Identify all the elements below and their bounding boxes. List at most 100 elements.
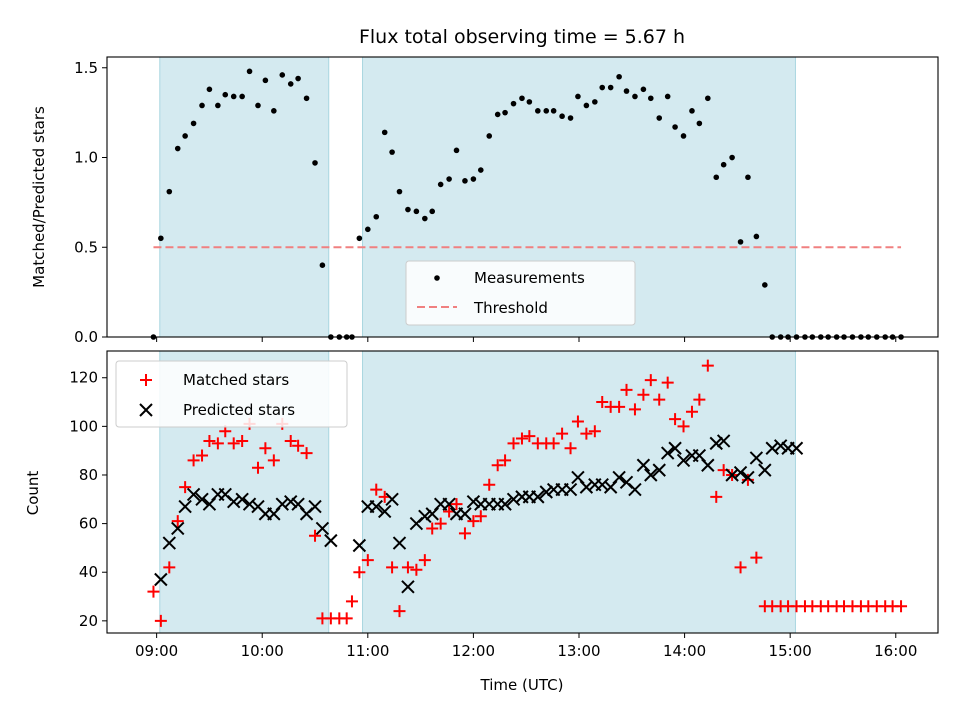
measurement-point bbox=[413, 208, 420, 215]
measurement-point bbox=[567, 115, 574, 121]
matched-star-point bbox=[401, 561, 414, 574]
measurement-point bbox=[841, 334, 847, 340]
measurement-point bbox=[437, 181, 444, 188]
measurement-point bbox=[720, 161, 727, 168]
predicted-star-point bbox=[636, 458, 651, 472]
matched-star-point bbox=[147, 585, 160, 598]
matched-star-point bbox=[515, 432, 528, 445]
measurement-point bbox=[689, 108, 695, 114]
measurement-point bbox=[166, 188, 173, 195]
measurement-point bbox=[729, 154, 735, 161]
predicted-star-point bbox=[352, 538, 367, 553]
predicted-star-point bbox=[171, 521, 185, 536]
predicted-star-point bbox=[676, 453, 691, 468]
matched-star-point bbox=[154, 614, 167, 627]
predicted-star-point bbox=[765, 441, 779, 455]
bottom-y-tick-label: 20 bbox=[79, 612, 98, 630]
predicted-star-point bbox=[644, 468, 658, 482]
predicted-star-point bbox=[308, 499, 322, 514]
bottom-shaded-interval bbox=[362, 350, 796, 634]
measurement-point bbox=[336, 334, 343, 340]
measurement-point bbox=[753, 233, 760, 240]
predicted-star-point bbox=[668, 441, 682, 455]
predicted-star-point bbox=[612, 470, 626, 485]
predicted-star-point bbox=[275, 497, 289, 511]
measurement-point bbox=[494, 111, 501, 118]
predicted-star-point bbox=[315, 521, 330, 536]
x-axis-label: Time (UTC) bbox=[480, 676, 564, 694]
measurement-point bbox=[422, 215, 428, 222]
measurement-point bbox=[769, 334, 776, 340]
measurement-point bbox=[592, 99, 598, 105]
matched-star-point bbox=[628, 403, 641, 416]
measurement-point bbox=[405, 206, 411, 213]
measurement-point bbox=[271, 108, 277, 114]
predicted-star-point bbox=[563, 482, 578, 497]
measurement-point bbox=[246, 68, 253, 75]
measurement-point bbox=[849, 334, 856, 340]
measurement-point bbox=[343, 334, 350, 340]
predicted-star-point bbox=[458, 507, 472, 521]
matched-star-point bbox=[386, 561, 399, 574]
legend-matched-marker bbox=[140, 374, 152, 386]
bottom-y-tick-label: 80 bbox=[79, 466, 98, 484]
matched-star-point bbox=[309, 529, 322, 542]
matched-star-point bbox=[637, 388, 650, 401]
matched-star-point bbox=[613, 400, 626, 413]
top-y-axis-label: Matched/Predicted stars bbox=[30, 106, 48, 288]
measurement-point bbox=[510, 100, 517, 107]
x-tick-label: 12:00 bbox=[452, 642, 495, 660]
measurement-point bbox=[174, 145, 181, 152]
predicted-star-point bbox=[733, 465, 748, 480]
predicted-star-point bbox=[401, 580, 415, 594]
measurement-point bbox=[559, 113, 565, 120]
matched-star-point bbox=[620, 383, 633, 396]
matched-star-point bbox=[474, 510, 487, 523]
matched-star-point bbox=[499, 454, 512, 467]
predicted-star-point bbox=[242, 497, 257, 511]
measurement-point bbox=[206, 86, 213, 93]
bottom-y-axis-label: Count bbox=[24, 471, 42, 516]
measurement-point bbox=[199, 102, 205, 109]
bottom-panel: 20 40 60 80 100 120 09:00 10:00 11:00 12:00 13:00 1… bbox=[69, 350, 939, 660]
measurement-point bbox=[462, 178, 468, 184]
matched-star-point bbox=[523, 430, 536, 443]
predicted-star-point bbox=[162, 536, 177, 550]
measurement-point bbox=[295, 75, 301, 82]
predicted-star-point bbox=[195, 492, 209, 507]
measurement-point bbox=[543, 108, 550, 114]
predicted-star-point bbox=[652, 463, 666, 477]
matched-star-point bbox=[491, 459, 504, 472]
measurement-point bbox=[825, 334, 831, 340]
matched-star-point bbox=[236, 434, 249, 447]
measurement-point bbox=[319, 262, 326, 269]
chart-title: Flux total observing time = 5.67 h bbox=[359, 26, 685, 48]
matched-star-point bbox=[483, 478, 496, 491]
matched-star-point bbox=[507, 437, 520, 450]
predicted-star-point bbox=[628, 482, 642, 497]
matched-star-point bbox=[467, 515, 480, 528]
predicted-star-point bbox=[498, 497, 512, 511]
predicted-star-point bbox=[369, 499, 383, 514]
legend-measurements-label: Measurements bbox=[474, 269, 585, 287]
matched-star-point bbox=[196, 449, 209, 462]
predicted-star-point bbox=[741, 470, 755, 485]
top-axes-frame bbox=[106, 56, 939, 338]
measurement-point bbox=[502, 109, 508, 116]
measurement-point bbox=[793, 334, 800, 340]
legend-matched-label: Matched stars bbox=[183, 371, 289, 389]
measurement-point bbox=[656, 115, 663, 121]
matched-star-point bbox=[547, 437, 560, 450]
matched-star-point bbox=[434, 517, 447, 530]
matched-star-point bbox=[187, 454, 200, 467]
measurement-point bbox=[858, 334, 864, 340]
matched-star-point bbox=[661, 376, 674, 389]
measurement-point bbox=[705, 95, 711, 102]
matched-star-point bbox=[693, 393, 706, 406]
measurement-point bbox=[583, 102, 590, 109]
predicted-star-point bbox=[789, 441, 804, 455]
matched-star-point bbox=[426, 522, 439, 535]
measurement-point bbox=[396, 188, 403, 195]
measurement-point bbox=[279, 72, 286, 78]
matched-star-point bbox=[458, 527, 471, 540]
